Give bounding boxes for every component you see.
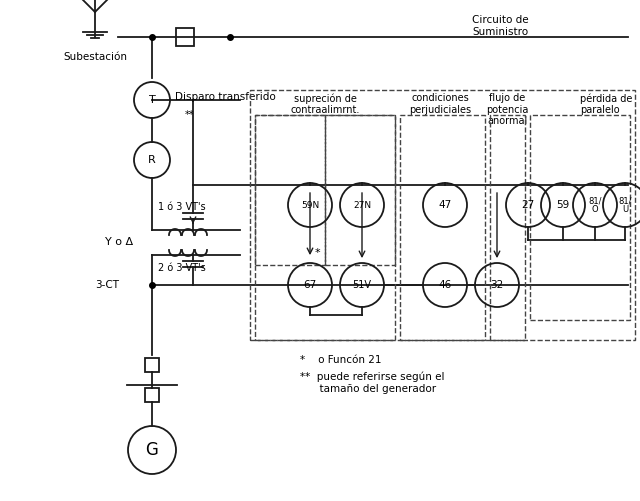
- Text: supreción de
contraalimrnt.: supreción de contraalimrnt.: [291, 93, 360, 115]
- Text: pérdida de
paralelo: pérdida de paralelo: [580, 93, 632, 115]
- Text: condiciones
perjudiciales: condiciones perjudiciales: [409, 93, 471, 115]
- Text: Subestación: Subestación: [63, 52, 127, 62]
- Bar: [490, 115, 525, 340]
- Bar: [250, 90, 635, 340]
- Bar: [176, 28, 194, 46]
- Text: Y o Δ: Y o Δ: [105, 237, 133, 247]
- Text: 59: 59: [556, 200, 570, 210]
- Text: 1 ó 3 VT's: 1 ó 3 VT's: [158, 202, 205, 212]
- Bar: [325, 115, 395, 265]
- Text: *: *: [315, 248, 321, 258]
- Bar: [530, 115, 630, 320]
- Text: flujo de
potencia
anormal: flujo de potencia anormal: [486, 93, 528, 126]
- Text: 2 ó 3 VT's: 2 ó 3 VT's: [158, 263, 205, 273]
- Text: Disparo transferido: Disparo transferido: [175, 92, 276, 102]
- Text: 27N: 27N: [353, 200, 371, 209]
- Text: 47: 47: [438, 200, 452, 210]
- Text: Circuito de
Suministro: Circuito de Suministro: [472, 15, 528, 37]
- Text: **: **: [185, 110, 195, 120]
- Text: 59N: 59N: [301, 200, 319, 209]
- Text: 32: 32: [490, 280, 504, 290]
- Bar: [145, 358, 159, 372]
- Bar: [255, 115, 395, 340]
- Bar: [145, 388, 159, 402]
- Text: R: R: [148, 155, 156, 165]
- Text: 51V: 51V: [353, 280, 371, 290]
- Text: 67: 67: [303, 280, 317, 290]
- Text: G: G: [145, 441, 159, 459]
- Text: T: T: [148, 95, 156, 105]
- Text: 46: 46: [438, 280, 452, 290]
- Bar: [255, 115, 325, 265]
- Text: 27: 27: [522, 200, 534, 210]
- Text: *    o Funcón 21: * o Funcón 21: [300, 355, 381, 365]
- Bar: [400, 115, 485, 340]
- Text: 81/
U: 81/ U: [618, 196, 632, 214]
- Text: 81/
O: 81/ O: [588, 196, 602, 214]
- Text: **  puede referirse según el
      tamaño del generador: ** puede referirse según el tamaño del g…: [300, 372, 445, 394]
- Text: 3-CT: 3-CT: [95, 280, 119, 290]
